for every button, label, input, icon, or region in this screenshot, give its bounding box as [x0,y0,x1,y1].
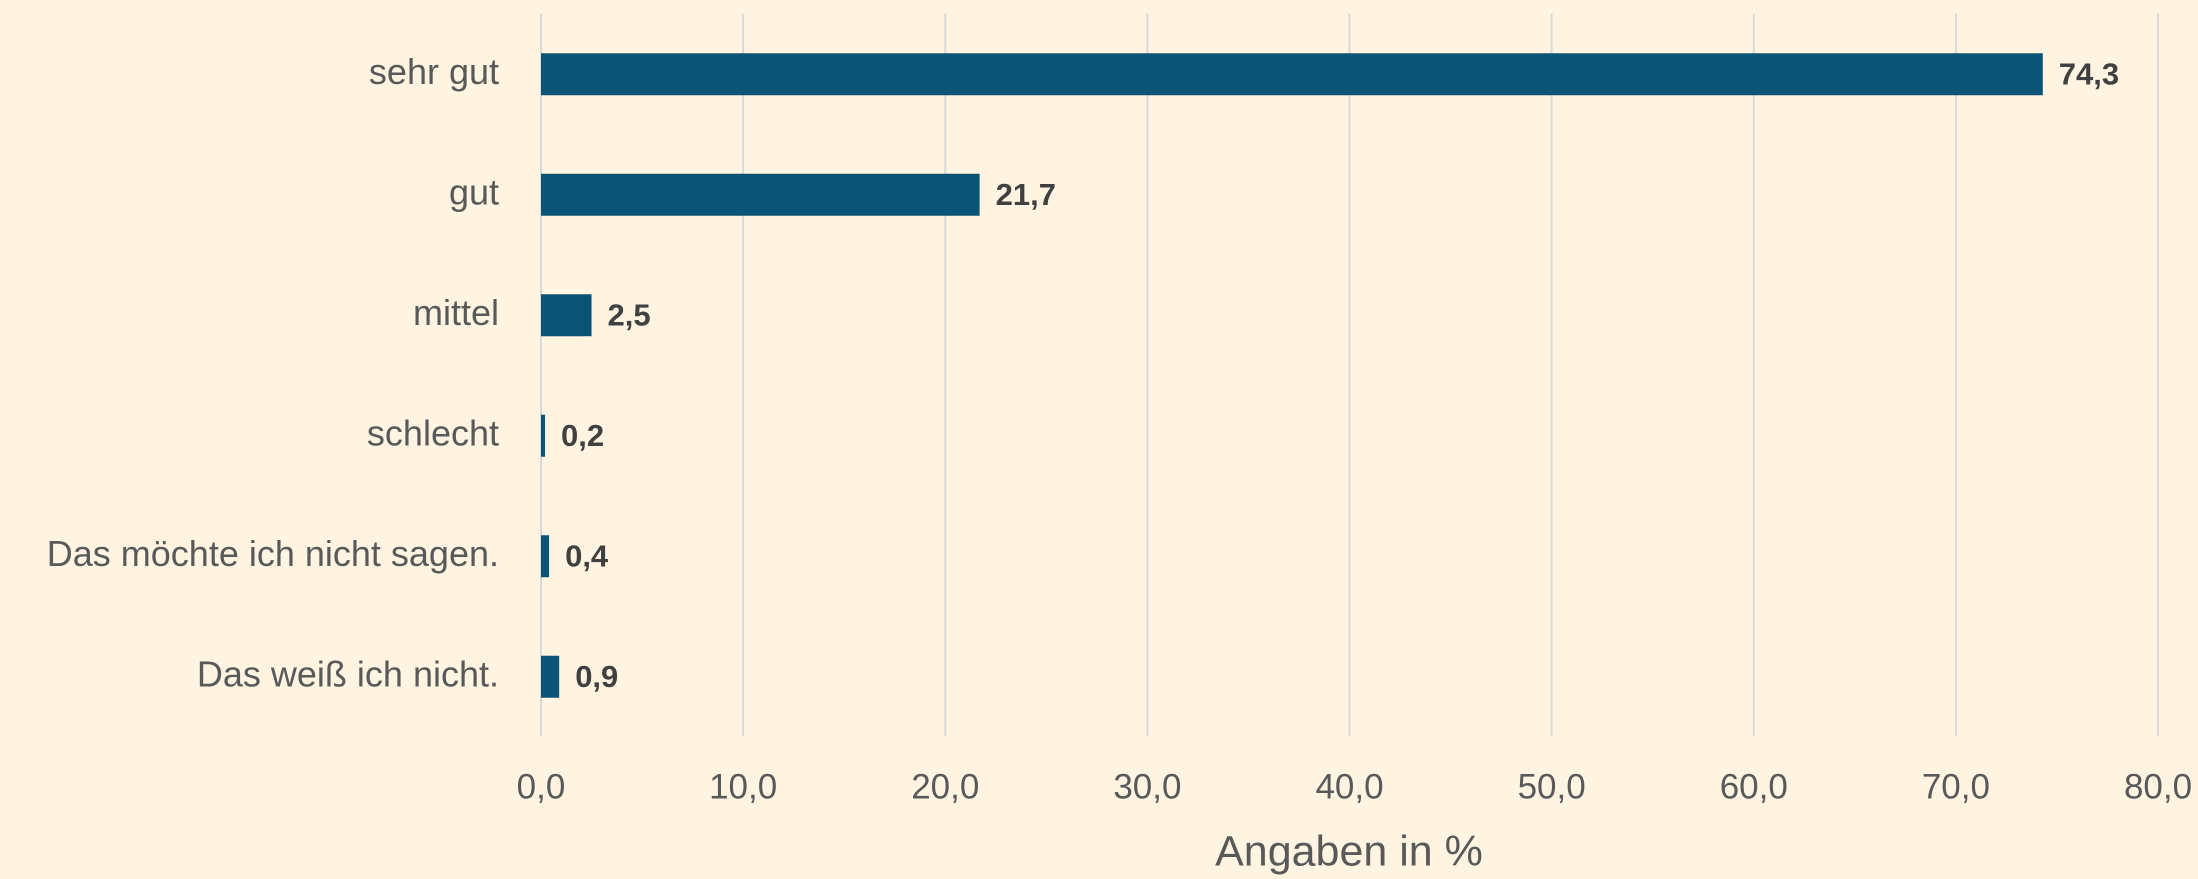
x-tick-label: 10,0 [709,767,777,806]
x-tick-label: 50,0 [1518,767,1586,806]
value-label: 0,4 [565,538,609,573]
x-tick-label: 0,0 [517,767,566,806]
x-tick-label: 30,0 [1113,767,1181,806]
value-label: 21,7 [996,177,1056,212]
x-tick-label: 70,0 [1922,767,1990,806]
x-tick-label: 20,0 [911,767,979,806]
x-tick-label: 40,0 [1315,767,1383,806]
category-label: Das weiß ich nicht. [197,653,499,694]
value-label: 0,9 [575,659,618,694]
category-label: Das möchte ich nicht sagen. [47,533,499,574]
bar [541,535,550,578]
x-axis-title: Angaben in % [1215,827,1483,875]
x-tick-label: 80,0 [2124,767,2192,806]
value-label: 74,3 [2059,56,2119,91]
category-label: gut [449,171,499,212]
bar [541,173,980,216]
bar [541,414,546,457]
category-label: mittel [413,292,499,333]
value-label: 0,2 [561,418,604,453]
x-tick-label: 60,0 [1720,767,1788,806]
category-label: schlecht [367,412,499,453]
category-label: sehr gut [369,51,499,92]
bar [541,294,592,337]
bar [541,655,560,698]
bar [541,53,2043,96]
value-label: 2,5 [608,297,651,332]
